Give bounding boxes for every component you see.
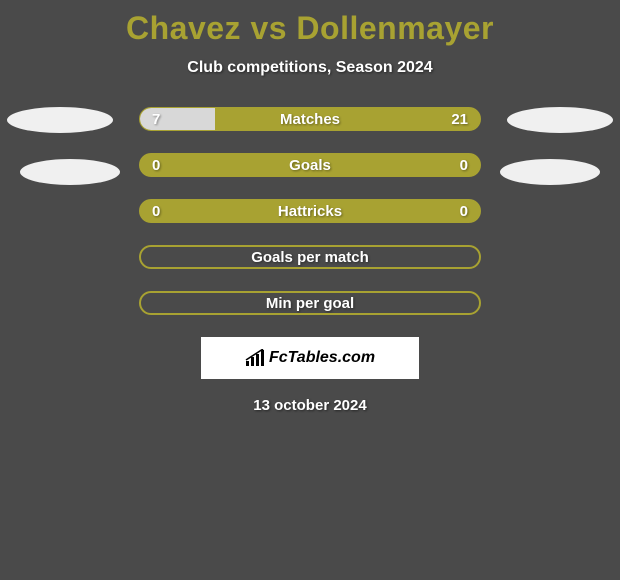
stat-value-right: 21	[451, 111, 468, 128]
date-text: 13 october 2024	[0, 397, 620, 414]
logo-box: FcTables.com	[201, 337, 419, 379]
stat-row: 0Hattricks0	[139, 199, 481, 223]
comparison-title: Chavez vs Dollenmayer	[0, 0, 620, 47]
player-left-avatar-1	[7, 107, 113, 133]
stat-value-right: 0	[460, 203, 468, 220]
comparison-subtitle: Club competitions, Season 2024	[0, 59, 620, 77]
stat-row: Min per goal	[139, 291, 481, 315]
stat-row: Goals per match	[139, 245, 481, 269]
stat-row: 7Matches21	[139, 107, 481, 131]
chart-icon	[245, 349, 265, 367]
stats-rows: 7Matches210Goals00Hattricks0Goals per ma…	[0, 107, 620, 315]
stat-label: Matches	[140, 111, 480, 128]
logo-text: FcTables.com	[269, 349, 375, 367]
stat-label: Goals per match	[141, 249, 479, 266]
stat-label: Goals	[140, 157, 480, 174]
stat-label: Min per goal	[141, 295, 479, 312]
stat-value-right: 0	[460, 157, 468, 174]
player-right-avatar-1	[507, 107, 613, 133]
logo-content: FcTables.com	[245, 349, 375, 367]
stat-row: 0Goals0	[139, 153, 481, 177]
stat-label: Hattricks	[140, 203, 480, 220]
player-left-avatar-2	[20, 159, 120, 185]
player-right-avatar-2	[500, 159, 600, 185]
stats-container: 7Matches210Goals00Hattricks0Goals per ma…	[0, 107, 620, 315]
